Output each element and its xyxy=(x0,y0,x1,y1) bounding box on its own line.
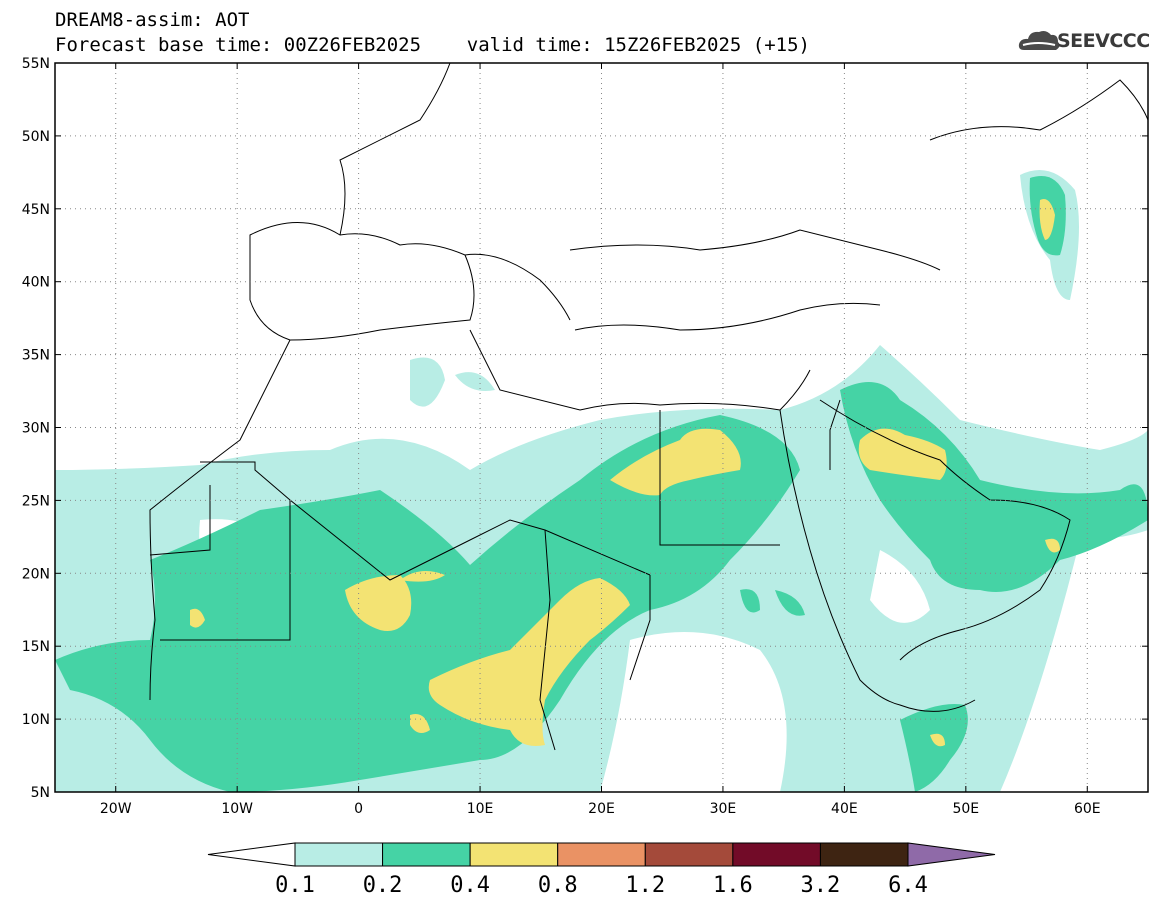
colorbar-level-label: 0.4 xyxy=(450,873,490,898)
colorbar-level-label: 0.2 xyxy=(363,873,403,898)
colorbar-level-label: 1.2 xyxy=(625,873,665,898)
lat-tick-label: 35N xyxy=(22,348,50,364)
lon-tick-label: 0 xyxy=(354,801,363,817)
colorbar-level-label: 6.4 xyxy=(888,873,928,898)
lon-tick-label: 40E xyxy=(831,801,858,817)
lon-tick-label: 10W xyxy=(221,801,253,817)
colorbar-level-label: 3.2 xyxy=(801,873,841,898)
colorbar-level-label: 0.1 xyxy=(275,873,315,898)
colorbar-over-triangle xyxy=(907,842,996,867)
lat-tick-label: 20N xyxy=(22,566,50,582)
lat-tick-label: 15N xyxy=(22,639,50,655)
colorbar-box xyxy=(644,842,734,867)
colorbar-level-label: 0.8 xyxy=(538,873,578,898)
lat-tick-label: 40N xyxy=(22,275,50,291)
colorbar-box xyxy=(732,842,821,867)
colorbar-box xyxy=(469,842,559,867)
colorbar xyxy=(207,842,996,867)
lon-tick-label: 60E xyxy=(1074,801,1101,817)
grid-lines xyxy=(55,63,1148,792)
colorbar-box xyxy=(294,842,384,867)
map-title: DREAM8-assim: AOT xyxy=(55,9,250,31)
lat-tick-label: 50N xyxy=(22,129,50,145)
latitude-labels: 55N 50N 45N 40N 35N 30N 25N 20N 15N 10N 5N xyxy=(22,56,1148,801)
lon-tick-label: 20W xyxy=(100,801,132,817)
logo-text: SEEVCCC xyxy=(1057,30,1150,52)
colorbar-box xyxy=(819,842,909,867)
lon-tick-label: 10E xyxy=(467,801,494,817)
lat-tick-label: 10N xyxy=(22,712,50,728)
lat-tick-label: 5N xyxy=(31,785,50,801)
lat-tick-label: 55N xyxy=(22,56,50,72)
cloud-logo-icon xyxy=(1018,31,1060,50)
aot-field xyxy=(55,170,1148,792)
lat-tick-label: 45N xyxy=(22,202,50,218)
colorbar-box xyxy=(557,842,646,867)
longitude-labels: 20W 10W 0 10E 20E 30E 40E 50E 60E xyxy=(100,63,1101,817)
lat-tick-label: 30N xyxy=(22,421,50,437)
colorbar-labels: 0.1 0.2 0.4 0.8 1.2 1.6 3.2 6.4 xyxy=(275,873,928,898)
lon-tick-label: 50E xyxy=(952,801,979,817)
colorbar-box xyxy=(382,842,471,867)
coastlines xyxy=(149,63,1148,751)
forecast-time-subtitle: Forecast base time: 00Z26FEB2025 valid t… xyxy=(55,34,810,56)
lat-tick-label: 25N xyxy=(22,493,50,509)
colorbar-under-triangle xyxy=(207,842,296,867)
lon-tick-label: 30E xyxy=(710,801,737,817)
colorbar-level-label: 1.6 xyxy=(713,873,753,898)
lon-tick-label: 20E xyxy=(588,801,615,817)
